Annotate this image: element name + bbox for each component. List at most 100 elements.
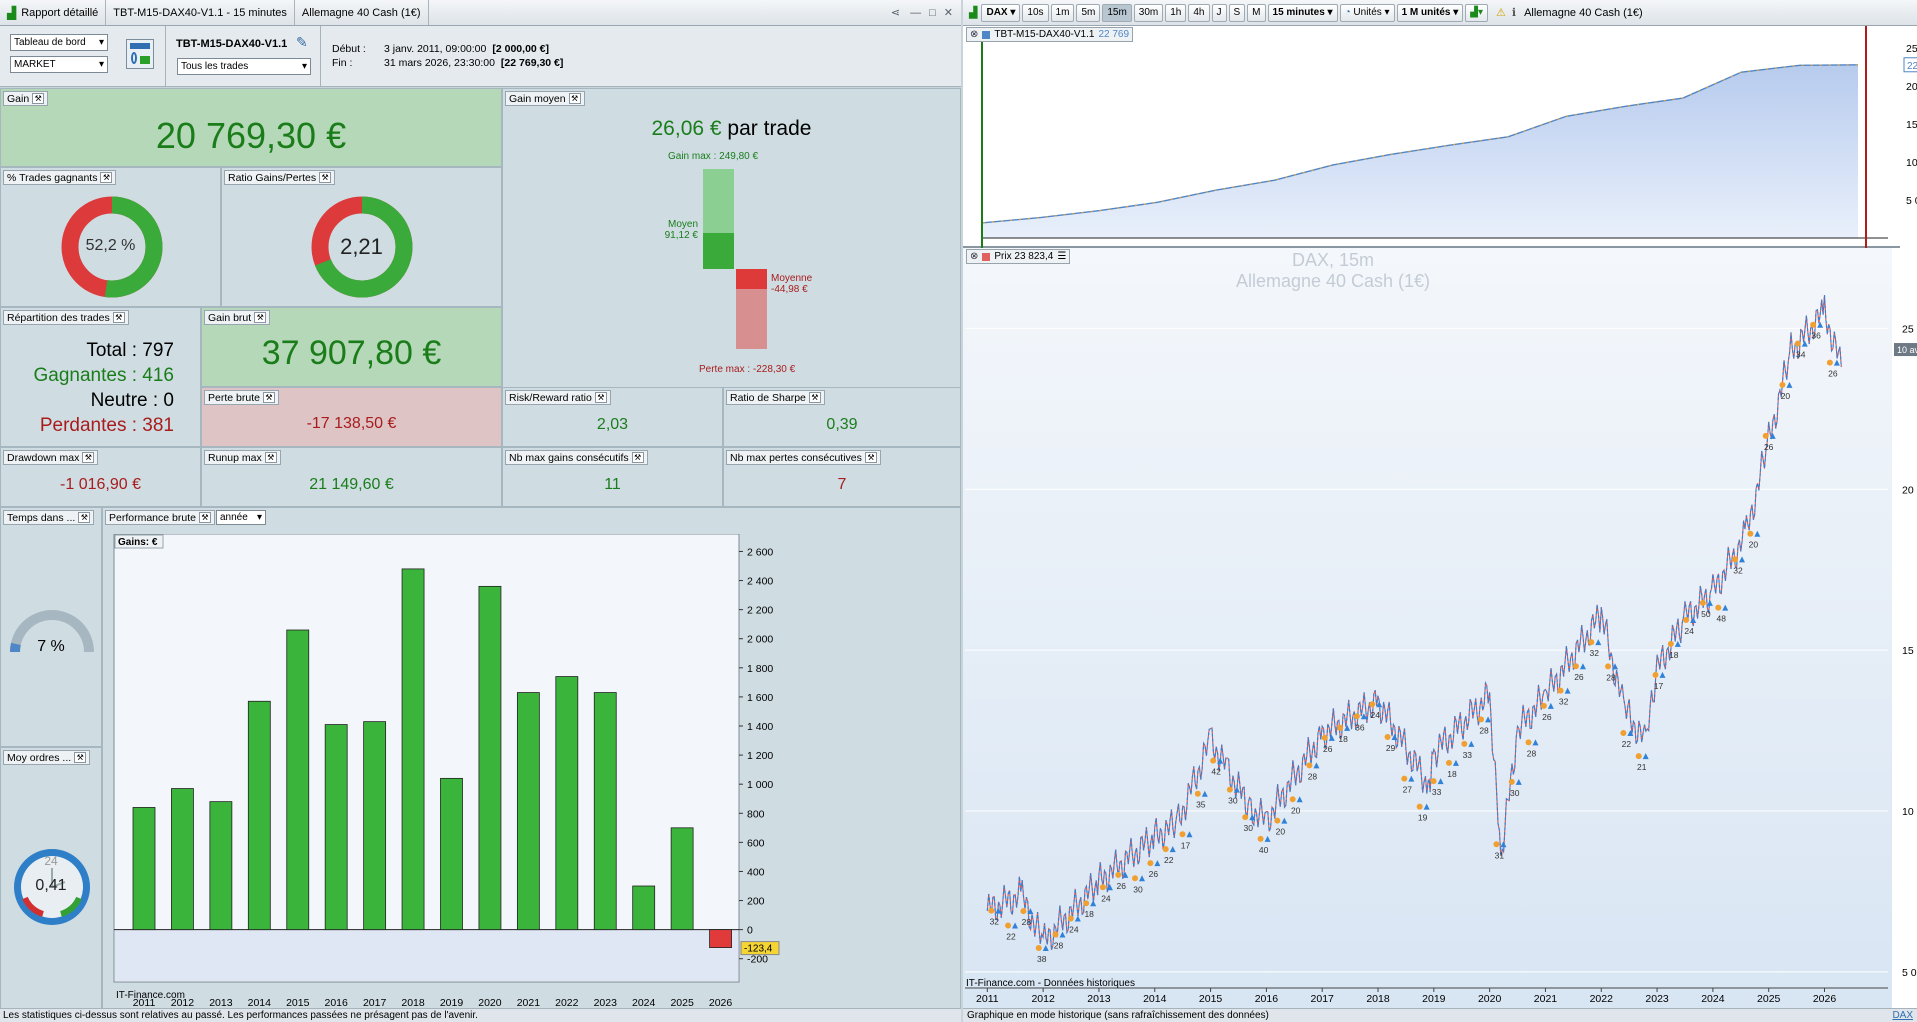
gain-moyen-panel: Gain moyen ⚒ 26,06 € par trade Gain max :… [502,88,961,388]
trade-marker: 32 [1732,556,1746,575]
time-gauge [10,610,94,653]
timeframe-1m[interactable]: 1m [1050,3,1075,22]
runup-tag: Runup max ⚒ [204,450,281,465]
wrench-icon[interactable]: ⚒ [32,93,45,104]
trade-marker-label: 17 [1654,681,1664,691]
wrench-icon[interactable]: ⚒ [319,172,332,183]
trade-marker-label: 32 [1559,697,1569,707]
units-select[interactable]: ◔ Unités ▾ [1339,3,1395,22]
symbol-select[interactable]: DAX ▾ [981,3,1021,22]
sharpe-panel: Ratio de Sharpe ⚒ 0,39 [723,387,961,447]
price-x-tick-label: 2019 [1422,993,1446,1005]
maximize-icon[interactable]: □ [929,6,936,19]
wrench-icon[interactable]: ⚒ [254,312,267,323]
wrench-icon[interactable]: ⚒ [808,392,821,403]
perte-brute-tag: Perte brute ⚒ [204,390,279,405]
wrench-icon[interactable]: ⚒ [100,172,113,183]
timeframe-M[interactable]: M [1247,3,1266,22]
sharpe-value: 0,39 [826,416,858,433]
bar-2025 [670,827,694,931]
share-icon[interactable]: ⋖ [890,7,901,19]
trade-marker: 28 [1052,931,1066,951]
price-x-tick-label: 2022 [1590,993,1614,1005]
trade-marker-label: 26 [1149,869,1159,879]
price-x-tick-label: 2020 [1478,993,1502,1005]
market-select[interactable]: MARKET ▾ [10,56,108,73]
trade-marker: 26 [1540,702,1554,722]
trades-select[interactable]: Tous les trades ▾ [177,58,311,75]
timeframe-30m[interactable]: 30m [1133,3,1164,22]
trade-marker: 26 [1115,871,1129,891]
report-settings-icon[interactable] [126,39,154,69]
equity-y-tick: 15 000 [1906,119,1917,131]
gain-max-bar [703,169,734,233]
minimize-icon[interactable]: — [910,6,922,19]
gain-panel: Gain ⚒ 20 769,30 € [0,88,502,167]
warning-icon[interactable]: ⚠ [1496,7,1506,19]
bar-2014 [247,700,271,931]
app-title: ▟ Rapport détaillé [0,0,107,25]
equity-last-value: 22 769 [1907,61,1917,72]
wrench-icon[interactable]: ⚒ [82,452,95,463]
bar-2012 [171,788,194,931]
price-y-tick: 20 000 [1902,484,1917,496]
timeframe-10s[interactable]: 10s [1022,3,1049,22]
rr-tag: Risk/Reward ratio ⚒ [505,390,611,405]
timeframe-5m[interactable]: 5m [1076,3,1101,22]
dashboard-select[interactable]: Tableau de bord ▾ [10,34,108,51]
trade-marker: 32 [988,907,1002,927]
wrench-icon[interactable]: ⚒ [74,752,87,763]
wrench-icon[interactable]: ⚒ [112,312,125,323]
timeframe-buttons: 10s 1m 5m 15m 30m 1h 4h J S M [1022,3,1267,22]
winning-trades: Gagnantes : 416 [33,365,175,386]
wrench-icon[interactable]: ⚒ [594,392,607,403]
wrench-icon[interactable]: ⚒ [262,392,275,403]
price-chart: 25 000 20 000 15 000 10 000 5 000 32 22 28 38 28 2… [965,248,1917,1008]
price-source: IT-Finance.com - Données historiques [966,978,1135,989]
strategy-title: TBT-M15-DAX40-V1.1 - 15 minutes [106,0,295,25]
max-consec-wins-panel: Nb max gains consécutifs ⚒ 11 [502,447,723,507]
timeframe-15m[interactable]: 15m [1102,3,1132,22]
indicators-icon[interactable]: ▟▾ [1465,3,1489,22]
close-circle-icon[interactable]: ⊗ [970,251,979,262]
max-consec-losses-tag: Nb max pertes consécutives ⚒ [726,450,881,465]
wrench-icon[interactable]: ⚒ [568,93,581,104]
timeframe-S[interactable]: S [1228,3,1246,22]
clock-green-arrow [59,896,82,917]
info-icon[interactable]: ℹ [1511,7,1517,19]
trade-marker-label: 33 [1463,750,1473,760]
list-icon[interactable]: ☰ [1057,251,1067,262]
period-select[interactable]: année ▾ [216,510,266,525]
date-badge [1894,343,1917,357]
wrench-icon[interactable]: ⚒ [864,452,877,463]
trade-marker: 30 [1226,786,1240,806]
y-tick-label: 1 800 [747,663,773,675]
right-toolbar: ▟ DAX ▾ 10s 1m 5m 15m 30m 1h 4h J S M 15 minutes … [963,0,1917,26]
timeframe-J[interactable]: J [1211,3,1227,22]
edit-icon[interactable]: ✎ [296,34,308,50]
timeframe-4h[interactable]: 4h [1188,3,1210,22]
rr-value: 2,03 [596,416,629,433]
clock-red-arrow [22,896,45,917]
chart-type-icon[interactable]: ▟ [969,7,978,19]
chart-app-icon: ▟ [7,5,17,20]
bar-2018 [401,568,425,931]
close-icon[interactable]: ✕ [943,7,953,19]
clock-label: 24 [44,854,58,868]
repartition-tag: Répartition des trades ⚒ [3,310,129,325]
trade-marker: 27 [1401,775,1415,795]
wrench-icon[interactable]: ⚒ [78,512,91,523]
trade-marker-label: 17 [1181,840,1191,850]
wrench-icon[interactable]: ⚒ [198,512,211,523]
wrench-icon[interactable]: ⚒ [264,452,277,463]
price-panel: 25 000 20 000 15 000 10 000 5 000 32 22 28 38 28 2… [963,248,1917,1008]
units-count-select[interactable]: 1 M unités ▾ [1396,3,1464,22]
trade-marker: 32 [1557,687,1571,707]
wrench-icon[interactable]: ⚒ [631,452,644,463]
trade-marker-label: 18 [1084,909,1094,919]
trade-marker: 30 [1132,875,1146,894]
close-circle-icon[interactable]: ⊗ [970,29,979,40]
dax-link[interactable]: DAX [1892,1010,1913,1021]
timeframe-1h[interactable]: 1h [1165,3,1187,22]
interval-select[interactable]: 15 minutes ▾ [1267,3,1338,22]
